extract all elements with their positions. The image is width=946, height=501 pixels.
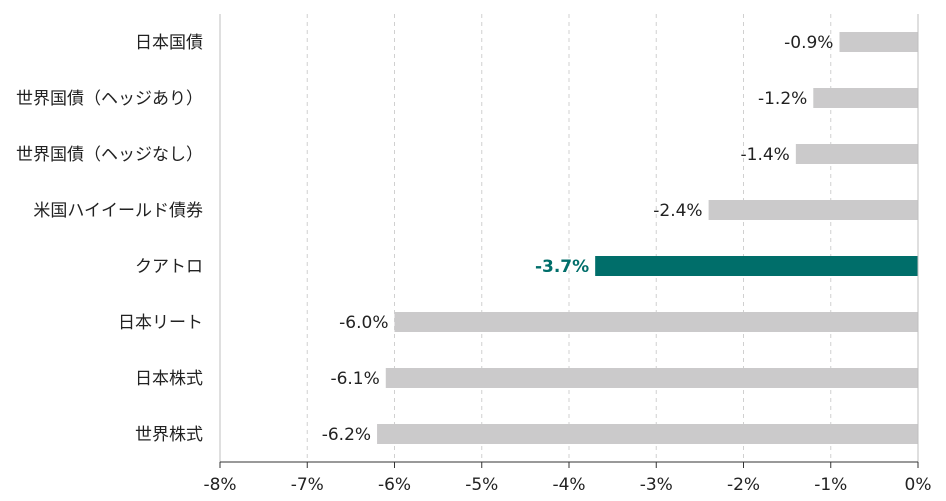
value-label: -2.4%: [653, 201, 702, 221]
bar: [795, 144, 918, 164]
value-label: -1.2%: [758, 89, 807, 109]
bars: [377, 32, 918, 444]
bar: [813, 88, 918, 108]
x-tick-label: -6%: [378, 475, 411, 495]
value-label: -1.4%: [741, 145, 790, 165]
bar: [708, 200, 918, 220]
x-tick-label: 0%: [905, 475, 932, 495]
category-label: クアトロ: [135, 257, 203, 277]
value-label: -0.9%: [784, 33, 833, 53]
category-label: 世界国債（ヘッジあり）: [16, 89, 203, 109]
category-label: 世界国債（ヘッジなし）: [16, 145, 203, 165]
bar-highlight: [595, 256, 918, 276]
x-tick-label: -7%: [291, 475, 324, 495]
x-tick-label: -4%: [552, 475, 585, 495]
category-label: 日本リート: [118, 313, 203, 333]
x-tick-label: -5%: [465, 475, 498, 495]
bar: [839, 32, 918, 52]
value-label: -6.1%: [330, 369, 379, 389]
value-label: -6.0%: [339, 313, 388, 333]
value-label: -6.2%: [322, 425, 371, 445]
value-label-highlight: -3.7%: [535, 257, 589, 277]
axes: [219, 14, 919, 468]
x-tick-label: -2%: [727, 475, 760, 495]
x-tick-label: -8%: [203, 475, 236, 495]
x-tick-labels: -8% -7% -6% -5% -4% -3% -2% -1% 0%: [203, 475, 931, 495]
value-labels: -0.9% -1.2% -1.4% -2.4% -3.7% -6.0% -6.1% -6.2%: [322, 33, 834, 445]
x-tick-label: -3%: [640, 475, 673, 495]
x-tick-label: -1%: [814, 475, 847, 495]
bar: [394, 312, 918, 332]
category-label: 米国ハイイールド債券: [33, 201, 203, 221]
bar: [385, 368, 918, 388]
category-label: 日本株式: [135, 369, 203, 389]
bar: [377, 424, 918, 444]
category-label: 世界株式: [135, 425, 203, 445]
category-label: 日本国債: [135, 33, 203, 53]
gridlines: [306, 14, 832, 462]
